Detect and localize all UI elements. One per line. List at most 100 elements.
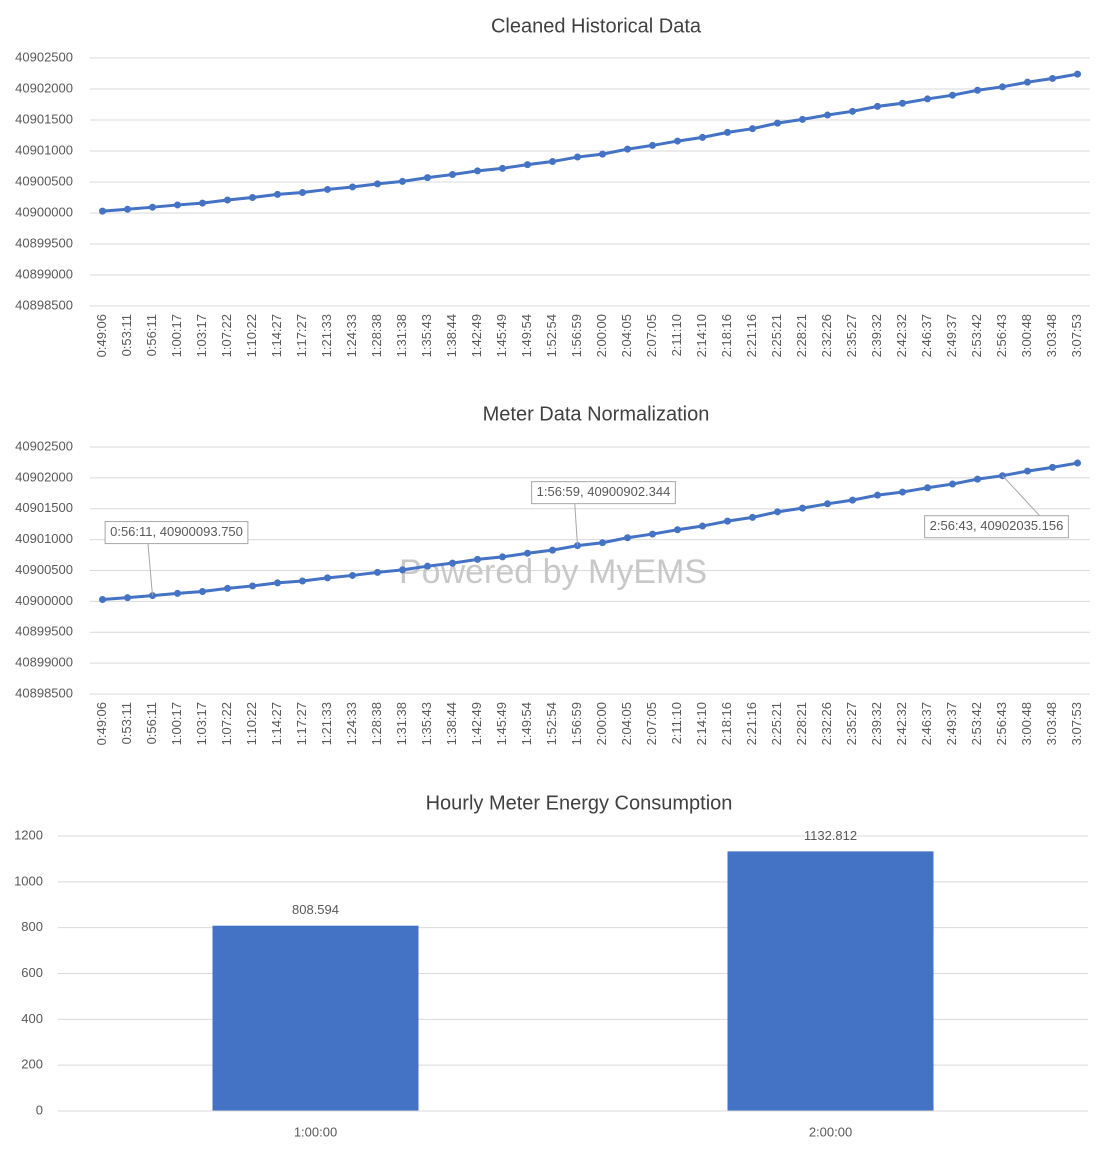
point xyxy=(349,571,356,579)
x-tick-label: 1:49:54 xyxy=(519,702,534,745)
point xyxy=(374,568,381,576)
point xyxy=(924,484,931,492)
x-tick-label: 2:35:27 xyxy=(844,702,859,745)
x-tick-label: 3:03:48 xyxy=(1044,702,1059,745)
y-tick-label: 40899000 xyxy=(15,655,73,670)
x-tick-label: 1:56:59 xyxy=(569,702,584,745)
point xyxy=(349,183,356,191)
x-tick-label: 3:00:48 xyxy=(1019,702,1034,745)
point xyxy=(199,199,206,207)
annotation-label: 0:56:11, 40900093.750 xyxy=(110,524,243,539)
x-tick-label: 1:28:38 xyxy=(369,314,384,357)
y-tick-label: 40901000 xyxy=(15,531,73,546)
chart: Cleaned Historical Data 40898500 40899000 4… xyxy=(15,15,1090,357)
y-tick-label: 0 xyxy=(36,1102,43,1117)
x-tick-label: 3:03:48 xyxy=(1044,314,1059,357)
x-tick-label: 0:53:11 xyxy=(119,314,134,356)
x-tick-label: 2:21:16 xyxy=(744,314,759,357)
point xyxy=(949,480,956,488)
point xyxy=(299,577,306,585)
point xyxy=(824,111,831,119)
x-tick-label: 1:03:17 xyxy=(194,314,209,357)
x-tick-label: 2:00:00 xyxy=(594,702,609,745)
x-tick-label: 1:17:27 xyxy=(294,314,309,357)
x-tick-label: 1:17:27 xyxy=(294,702,309,745)
point xyxy=(1024,78,1031,86)
point xyxy=(124,205,131,213)
x-tick-label: 2:11:10 xyxy=(669,314,684,356)
x-tick-label: 2:53:42 xyxy=(969,314,984,357)
point xyxy=(199,587,206,595)
point xyxy=(874,102,881,110)
point xyxy=(399,177,406,185)
x-tick-label: 0:49:06 xyxy=(94,314,109,357)
annotation-label: 1:56:59, 40900902.344 xyxy=(537,484,671,499)
point xyxy=(824,500,831,508)
point xyxy=(274,579,281,587)
y-tick-label: 40899500 xyxy=(15,235,73,250)
chart: Meter Data Normalization 40898500 40899000… xyxy=(15,403,1090,745)
x-tick-label: 3:07:53 xyxy=(1069,314,1084,357)
point xyxy=(1074,459,1081,467)
y-tick-label: 40902000 xyxy=(15,469,73,484)
point xyxy=(499,553,506,561)
x-tick-label: 2:04:05 xyxy=(619,702,634,745)
x-tick-label: 2:46:37 xyxy=(919,314,934,357)
x-tick-label: 1:07:22 xyxy=(219,702,234,745)
point xyxy=(974,475,981,483)
x-tick-label: 1:21:33 xyxy=(319,702,334,745)
point xyxy=(424,562,431,570)
x-tick-label: 1:56:59 xyxy=(569,314,584,357)
x-tick-label: 2:25:21 xyxy=(769,702,784,745)
x-tick-label: 1:14:27 xyxy=(269,702,284,745)
x-tick-label: 0:49:06 xyxy=(94,702,109,745)
x-tick-label: 2:46:37 xyxy=(919,702,934,745)
y-tick-label: 40899000 xyxy=(15,266,73,281)
y-tick-label: 40898500 xyxy=(15,685,73,700)
point xyxy=(324,185,331,193)
point xyxy=(624,534,631,542)
y-tick-label: 40900000 xyxy=(15,593,73,608)
data-label: 1132.812 xyxy=(804,828,857,843)
point xyxy=(374,180,381,188)
point xyxy=(599,150,606,158)
x-tick-label: 2:14:10 xyxy=(694,314,709,357)
point xyxy=(449,171,456,179)
point xyxy=(799,504,806,512)
x-tick-label: 0:56:11 xyxy=(144,702,159,744)
annotation-box xyxy=(104,521,249,545)
x-tick-label: 2:39:32 xyxy=(869,314,884,357)
point xyxy=(99,596,106,604)
x-tick-label: 1:38:44 xyxy=(444,314,459,357)
x-tick-label: 2:49:37 xyxy=(944,702,959,745)
y-tick-label: 40902500 xyxy=(15,438,73,453)
y-tick-label: 40901000 xyxy=(15,142,73,157)
x-tick-label: 2:39:32 xyxy=(869,702,884,745)
x-tick-label: 1:31:38 xyxy=(394,702,409,745)
line xyxy=(102,72,1078,213)
x-tick-label: 1:14:27 xyxy=(269,314,284,357)
point xyxy=(624,145,631,153)
annotation: 0:56:11, 40900093.750 xyxy=(104,521,249,596)
point xyxy=(1049,74,1056,82)
x-tick-label: 1:42:49 xyxy=(469,314,484,357)
point xyxy=(799,115,806,123)
x-tick-label: 1:35:43 xyxy=(419,702,434,745)
point xyxy=(999,83,1006,91)
point xyxy=(174,589,181,597)
point xyxy=(924,95,931,103)
bar xyxy=(212,925,419,1111)
x-tick-label: 2:07:05 xyxy=(644,314,659,357)
annotation-leader xyxy=(147,543,153,596)
point xyxy=(674,137,681,145)
x-tick-label: 1:52:54 xyxy=(544,702,559,745)
x-tick-label: 1:49:54 xyxy=(519,314,534,357)
point xyxy=(699,522,706,530)
annotation: 1:56:59, 40900902.344 xyxy=(531,481,676,546)
y-tick-label: 40902500 xyxy=(15,49,73,64)
point xyxy=(274,190,281,198)
y-tick-label: 600 xyxy=(21,965,43,980)
point xyxy=(1074,70,1081,78)
x-tick-label: 1:45:49 xyxy=(494,314,509,357)
